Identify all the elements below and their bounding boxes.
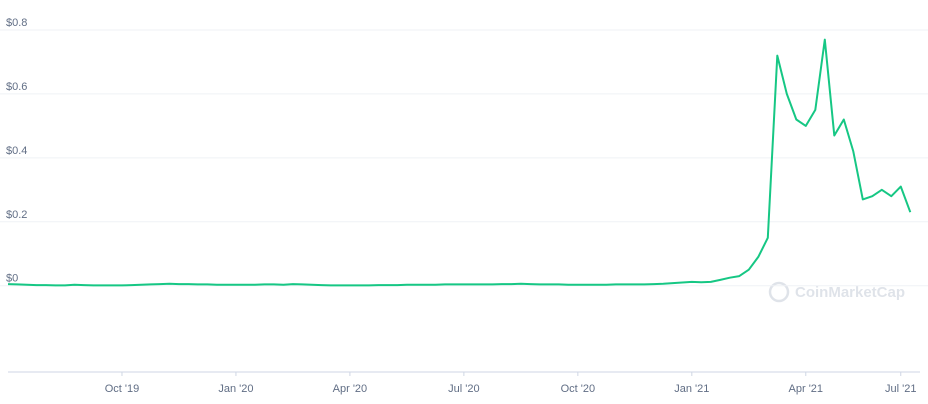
watermark: CoinMarketCap — [768, 281, 905, 303]
y-tick-label: $0.8 — [6, 17, 27, 29]
y-tick-label: $0.4 — [6, 145, 27, 157]
y-tick-label: $0.2 — [6, 209, 27, 221]
x-tick-label: Jan '20 — [218, 383, 253, 395]
y-tick-label: $0 — [6, 273, 18, 285]
price-line — [7, 38, 912, 287]
x-tick-label: Oct '20 — [561, 383, 596, 395]
watermark-text: CoinMarketCap — [795, 284, 905, 301]
x-tick-label: Jul '20 — [448, 383, 479, 395]
x-tick-label: Apr '21 — [789, 383, 824, 395]
x-tick-label: Apr '20 — [333, 383, 368, 395]
y-tick-label: $0.6 — [6, 81, 27, 93]
x-tick-label: Jul '21 — [885, 383, 916, 395]
x-tick-label: Oct '19 — [105, 383, 140, 395]
x-tick-label: Jan '21 — [674, 383, 709, 395]
